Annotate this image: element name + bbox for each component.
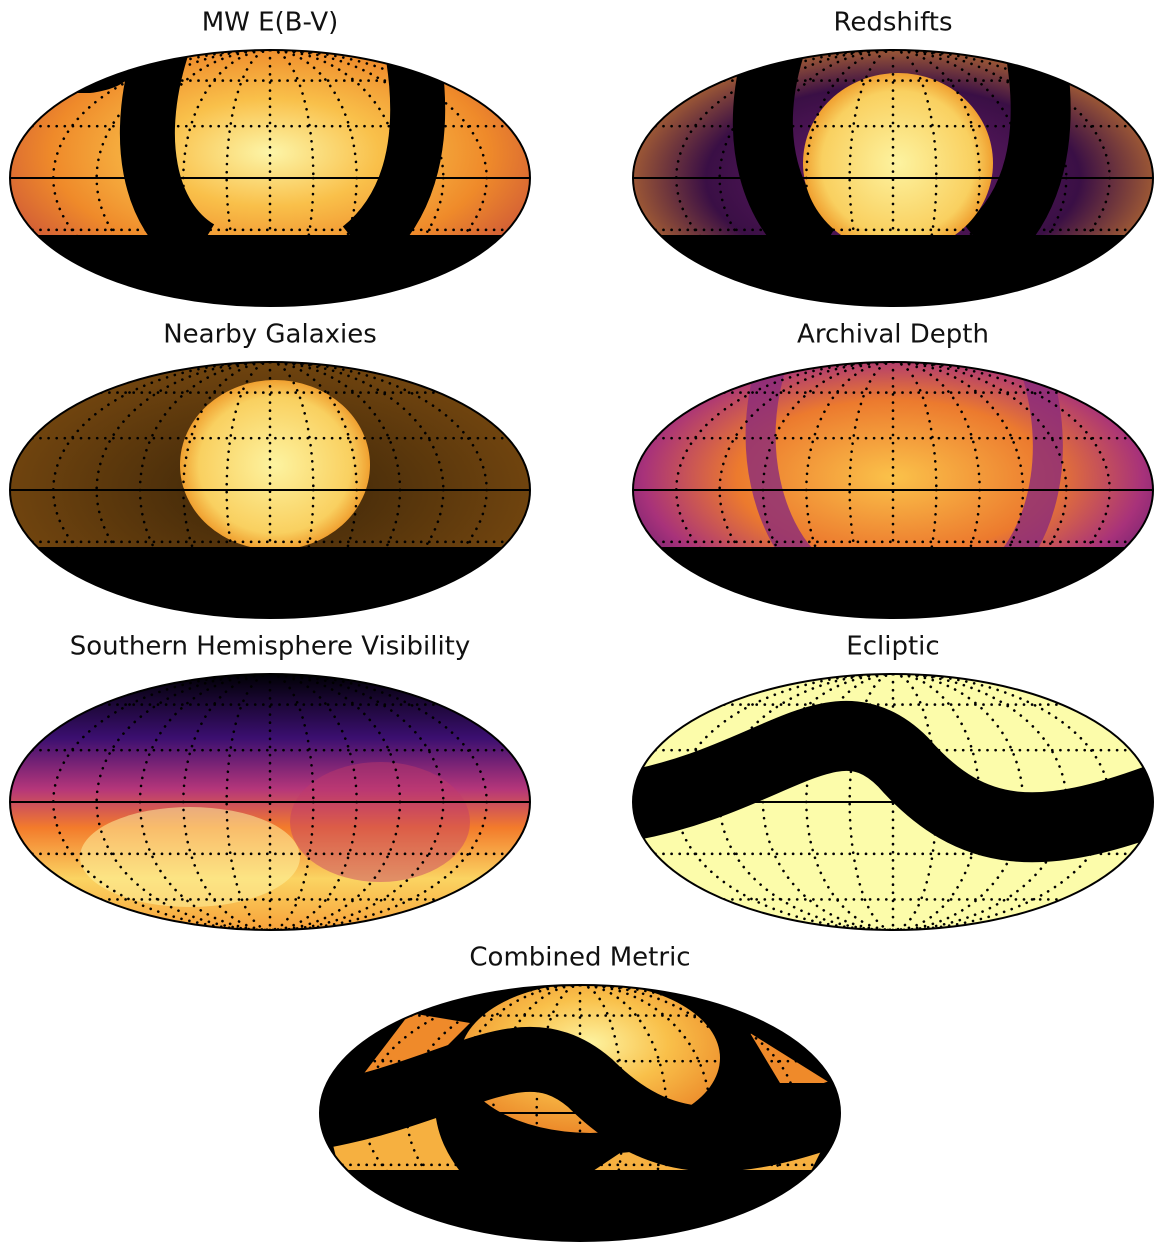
sky-map [10,362,530,618]
dust-band [342,50,446,270]
ecliptic-band [320,1026,840,1172]
footprint-mask [320,1170,840,1241]
top-mask [10,50,130,93]
map-outline [9,49,531,307]
dust-band [963,50,1071,272]
panel-title: Archival Depth [797,320,989,350]
panel-title: Nearby Galaxies [163,320,377,350]
sky-map [633,362,1153,618]
panel-title: Redshifts [833,8,952,38]
panel-title: MW E(B-V) [202,8,339,38]
map-outline [9,361,531,619]
map-outline [632,361,1154,619]
map-outline [9,673,531,931]
sky-map [10,674,530,930]
panel-title: Combined Metric [469,943,690,973]
map-outline [319,984,841,1242]
dim-patch [290,762,470,882]
panel-title: Ecliptic [846,632,939,662]
map-outline [632,673,1154,931]
dust-band [120,50,216,272]
panel-title: Southern Hemisphere Visibility [70,632,471,662]
map-outline [632,49,1154,307]
sdss-disk [180,380,370,550]
sky-map [633,50,1153,306]
bright-patch [80,807,300,907]
ecliptic-band [633,700,1153,863]
shallow-band [1000,362,1063,569]
sdss-disk [803,73,993,253]
sky-map [633,674,1153,930]
good-region [750,1033,830,1083]
sky-map [320,985,840,1241]
